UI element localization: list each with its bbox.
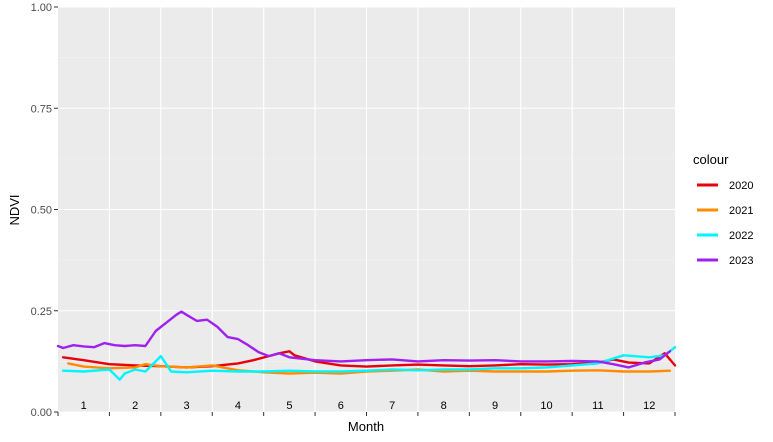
x-tick-label: 10 [540, 400, 552, 412]
y-tick-label: 0.75 [31, 103, 52, 115]
series-layer [56, 310, 677, 381]
legend-label-2020: 2020 [729, 180, 753, 192]
legend-label-2022: 2022 [729, 230, 753, 242]
legend: colour 2020 2021 2022 2023 [693, 152, 753, 267]
x-tick-label: 6 [338, 400, 344, 412]
x-axis-title: Month [348, 419, 384, 434]
y-axis: 0.00 0.25 0.50 0.75 1.00 [31, 2, 58, 419]
x-tick-label: 9 [492, 400, 498, 412]
x-tick-label: 12 [643, 400, 655, 412]
x-tick-label: 3 [183, 400, 189, 412]
y-axis-title: NDVI [7, 194, 22, 225]
legend-title: colour [693, 152, 729, 167]
series-line-2023 [56, 310, 672, 369]
x-tick-label: 2 [132, 400, 138, 412]
x-tick-label: 1 [81, 400, 87, 412]
y-tick-label: 0.25 [31, 306, 52, 318]
legend-label-2023: 2023 [729, 255, 753, 267]
y-tick-label: 1.00 [31, 2, 52, 14]
series-line-2022 [61, 346, 677, 381]
y-tick-label: 0.00 [31, 407, 52, 419]
series-line-2021 [67, 362, 672, 375]
x-month-labels: 1 2 3 4 5 6 7 8 9 10 11 12 [81, 400, 656, 412]
x-tick-label: 5 [286, 400, 292, 412]
legend-label-2021: 2021 [729, 205, 753, 217]
x-tick-label: 8 [441, 400, 447, 412]
y-tick-label: 0.50 [31, 205, 52, 217]
x-tick-label: 7 [389, 400, 395, 412]
x-axis-ticks [57, 412, 676, 416]
x-tick-label: 11 [592, 400, 603, 412]
x-tick-label: 4 [235, 400, 241, 412]
